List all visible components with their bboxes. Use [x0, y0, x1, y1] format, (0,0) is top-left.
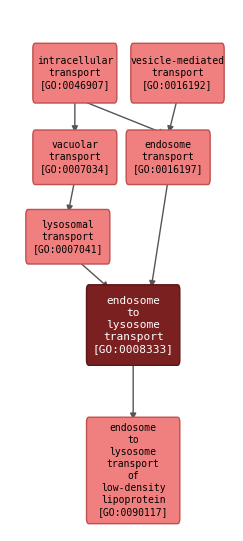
Text: endosome
to
lysosome
transport
of
low-density
lipoprotein
[GO:0090117]: endosome to lysosome transport of low-de… [98, 424, 168, 517]
Text: intracellular
transport
[GO:0046907]: intracellular transport [GO:0046907] [37, 56, 113, 90]
FancyBboxPatch shape [131, 43, 224, 103]
Text: vesicle-mediated
transport
[GO:0016192]: vesicle-mediated transport [GO:0016192] [130, 56, 225, 90]
Text: endosome
transport
[GO:0016197]: endosome transport [GO:0016197] [133, 140, 203, 174]
Text: endosome
to
lysosome
transport
[GO:0008333]: endosome to lysosome transport [GO:00083… [93, 296, 174, 354]
FancyBboxPatch shape [33, 43, 117, 103]
Text: vacuolar
transport
[GO:0007034]: vacuolar transport [GO:0007034] [40, 140, 110, 174]
Text: lysosomal
transport
[GO:0007041]: lysosomal transport [GO:0007041] [33, 220, 103, 254]
FancyBboxPatch shape [26, 209, 110, 264]
FancyBboxPatch shape [126, 130, 210, 184]
FancyBboxPatch shape [87, 417, 180, 524]
FancyBboxPatch shape [33, 130, 117, 184]
FancyBboxPatch shape [87, 285, 180, 365]
